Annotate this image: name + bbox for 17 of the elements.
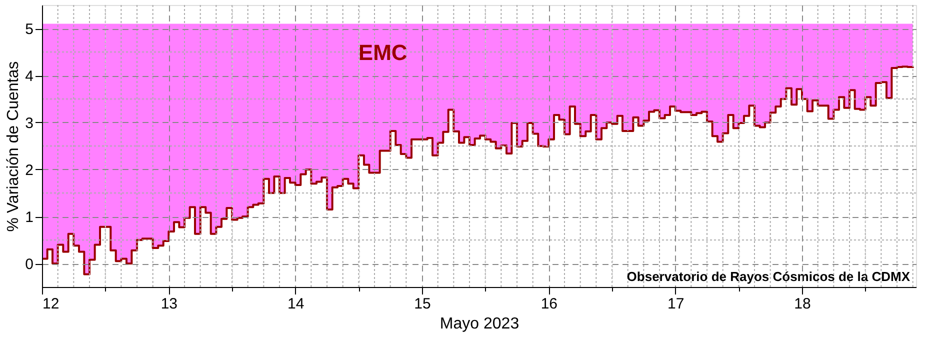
y-tick-label: 1 — [25, 209, 34, 226]
x-tick-label: 16 — [540, 296, 558, 312]
x-tick-label: 17 — [667, 296, 684, 312]
y-tick-label: 0 — [25, 256, 34, 273]
x-tick-label: 14 — [287, 296, 304, 312]
x-tick-label: 15 — [414, 296, 431, 312]
annotation: EMC — [358, 40, 408, 65]
annotation: Observatorio de Rayos Cósmicos de la CDMX — [626, 269, 910, 284]
y-axis-title: % Variación de Cuentas — [5, 61, 22, 232]
y-tick-label: 5 — [25, 21, 34, 38]
y-tick-label: 3 — [25, 115, 34, 132]
x-tick-label: 18 — [794, 296, 811, 312]
y-tick-label: 2 — [25, 162, 34, 179]
x-axis-title: Mayo 2023 — [440, 316, 520, 332]
x-tick-label: 13 — [160, 296, 178, 312]
x-tick-label: 12 — [42, 296, 60, 312]
y-tick-label: 4 — [25, 68, 34, 85]
